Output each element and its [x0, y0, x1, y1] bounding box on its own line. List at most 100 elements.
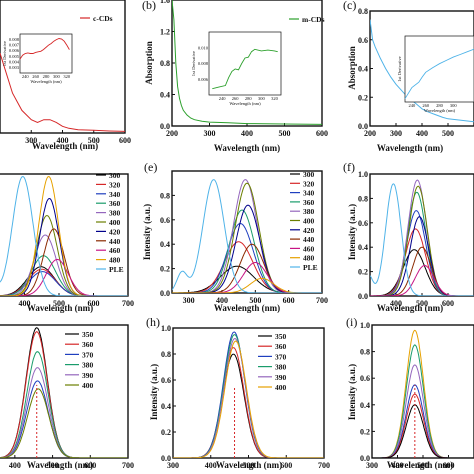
panel-a: 300 400 500 600 Wavelength (nm) c-CDs 240 260 28…: [0, 0, 131, 151]
y-tick-label: 0.4: [358, 243, 368, 252]
legend-label: 380: [109, 209, 121, 218]
x-tick-label: 400: [205, 461, 217, 470]
inset-y-tick-label: 0.003: [9, 65, 20, 70]
inset-x-tick-label: 320: [63, 74, 71, 79]
x-axis-label: Wavelength (nm): [377, 303, 443, 313]
y-tick-label: 0.0: [161, 454, 171, 463]
series-line-400: [173, 340, 324, 458]
legend-label: 350: [82, 330, 94, 339]
x-tick-label: 500: [417, 461, 429, 470]
inset-y-label: 1st Derivative: [397, 56, 402, 81]
legend-label: 460: [109, 246, 121, 255]
x-tick-label: 400: [19, 299, 31, 308]
x-tick-label: 700: [316, 296, 328, 305]
y-tick-label: 0.0: [358, 292, 368, 301]
series-line-7: [370, 246, 474, 296]
series-line-m-CDs: [172, 0, 322, 125]
legend-label: 480: [109, 256, 121, 265]
series-line-1: [372, 344, 474, 458]
legend-label: 380: [82, 361, 94, 370]
y-tick-label: 0.6: [360, 374, 370, 383]
legend-label: 440: [303, 235, 315, 244]
series-line-PLE: [0, 175, 128, 296]
legend-label: m-CDs: [302, 15, 325, 24]
inset-x-label: Wavelength (nm): [229, 101, 261, 106]
x-tick-label: 400: [416, 129, 428, 138]
series-line-PLE: [172, 179, 322, 293]
x-tick-label: 600: [442, 299, 454, 308]
legend-label: 300: [303, 170, 315, 179]
y-tick-label: 1.0: [161, 324, 171, 333]
legend: m-CDs: [289, 15, 325, 24]
y-tick-label: 0.2: [358, 268, 368, 277]
legend-label: 370: [82, 350, 94, 359]
inset-y-tick-label: 0.008: [9, 37, 20, 42]
inset-x-tick-label: 280: [43, 74, 51, 79]
x-tick-label: 500: [249, 296, 261, 305]
series-line-440: [0, 228, 128, 296]
inset-y-tick-label: 0.010: [198, 45, 209, 50]
inset-y-tick-label: 0.005: [9, 54, 20, 59]
legend-label: 420: [303, 226, 315, 235]
x-tick-label: 700: [318, 461, 330, 470]
legend: c-CDs: [80, 14, 113, 23]
y-tick-label: 0.2: [160, 265, 170, 274]
y-tick-label: 0.2: [360, 427, 370, 436]
y-tick-label: 0.6: [160, 216, 170, 225]
inset-x-tick-label: 300: [53, 74, 61, 79]
panel-h: 300 400 500 600 700 0.0 0.2 0.4 0.6 0.8 1.0 Wavelen…: [146, 315, 330, 470]
legend-label: 400: [275, 383, 287, 392]
legend-label: 400: [109, 218, 121, 227]
series-line-440: [172, 243, 322, 293]
series-line-380: [0, 234, 128, 296]
x-tick-label: 300: [25, 136, 37, 145]
panel-i: 300 400 500 600 0.0 0.2 0.4 0.6 0.8 1.0 Wavelength…: [346, 315, 474, 470]
inset-y-tick-label: 0.008: [198, 61, 209, 66]
y-axis-label: Intensity (a.u.): [347, 364, 357, 420]
series-line-480: [0, 175, 128, 296]
inset-x-tick-label: 240: [22, 74, 30, 79]
x-tick-label: 500: [47, 461, 59, 470]
y-tick-label: 0.4: [161, 402, 171, 411]
series-line-9: [370, 183, 474, 296]
x-tick-label: 500: [279, 129, 291, 138]
series-line-1: [370, 228, 474, 296]
series-line-3: [370, 191, 474, 296]
legend-label: PLE: [303, 263, 318, 272]
inset-series-line: [404, 48, 474, 99]
y-axis-label: Intensity (a.u.): [149, 364, 159, 420]
x-tick-label: 600: [88, 299, 100, 308]
y-tick-label: 1.0: [360, 321, 370, 330]
inset-y-tick-label: 0.006: [198, 77, 209, 82]
legend-label: 360: [303, 198, 315, 207]
x-tick-label: 500: [88, 136, 100, 145]
y-axis-label: Absorption: [347, 46, 357, 90]
axes-frame: [371, 324, 474, 459]
y-tick-label: 0.8: [161, 350, 171, 359]
series-line-8: [370, 264, 474, 296]
legend-label: 370: [275, 352, 287, 361]
y-tick-label: 0.0: [358, 122, 368, 131]
y-tick-label: 0.2: [161, 428, 171, 437]
x-tick-label: 600: [84, 461, 96, 470]
x-tick-label: 400: [9, 461, 21, 470]
inset-x-tick-label: 240: [219, 96, 227, 101]
inset-y-tick-label: 0.007: [9, 43, 20, 48]
y-tick-label: 0.6: [161, 376, 171, 385]
legend-label: PLE: [109, 265, 124, 274]
panel-label: (i): [346, 315, 357, 329]
y-tick-label: 0.8: [358, 7, 368, 16]
x-axis-label: Wavelength (nm): [214, 303, 280, 313]
x-tick-label: 600: [443, 461, 455, 470]
legend-label: 380: [303, 207, 315, 216]
x-tick-label: 400: [57, 136, 69, 145]
inset-frame: [404, 35, 474, 103]
series-line-480: [172, 277, 322, 293]
x-tick-label: 500: [243, 461, 255, 470]
y-axis-label: Intensity (a.u.): [347, 204, 357, 260]
